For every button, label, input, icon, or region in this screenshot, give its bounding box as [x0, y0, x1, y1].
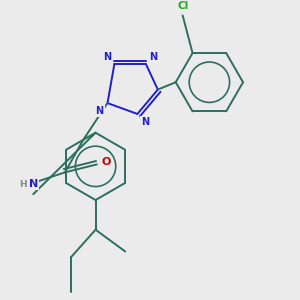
- Text: N: N: [95, 106, 104, 116]
- Text: N: N: [28, 179, 38, 189]
- Text: N: N: [149, 52, 157, 61]
- Text: N: N: [103, 52, 111, 61]
- Text: H: H: [20, 180, 27, 189]
- Text: Cl: Cl: [177, 1, 188, 10]
- Text: N: N: [141, 117, 149, 127]
- Text: O: O: [102, 158, 111, 167]
